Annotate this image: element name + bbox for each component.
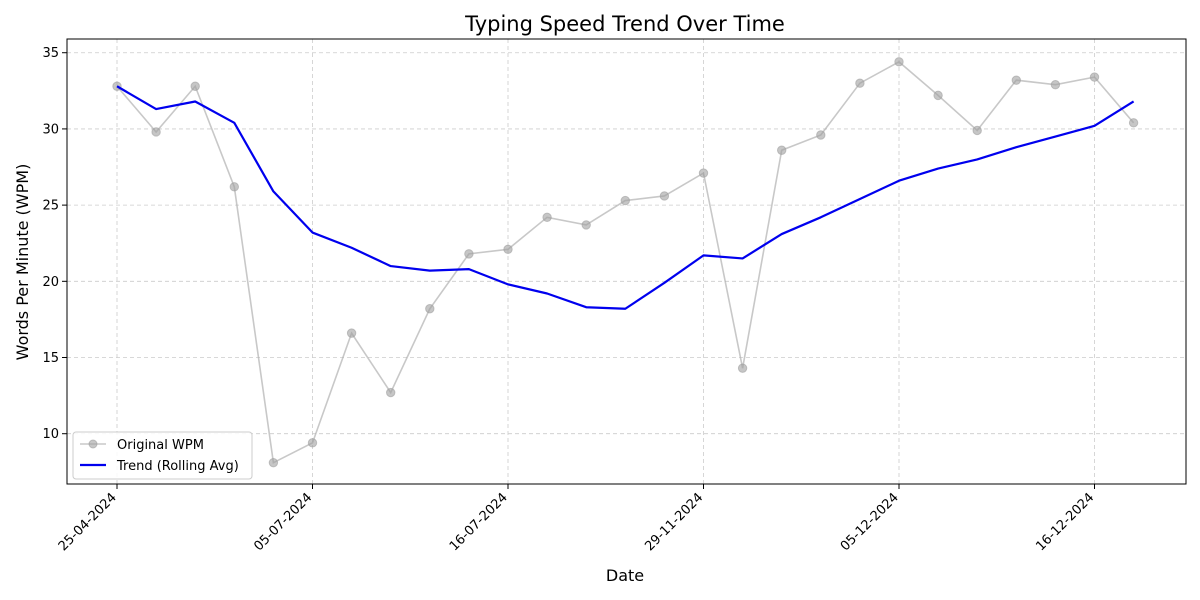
original-wpm-point — [1128, 118, 1139, 128]
y-tick-label: 30 — [42, 122, 59, 137]
original-wpm-point — [777, 145, 787, 155]
original-wpm-point — [581, 220, 591, 230]
legend-trend-label: Trend (Rolling Avg) — [116, 459, 239, 474]
original-wpm-point — [190, 81, 200, 91]
original-wpm-point — [464, 249, 474, 259]
grid — [67, 39, 1186, 484]
y-tick-label: 20 — [42, 275, 59, 290]
original-wpm-point — [268, 457, 279, 468]
original-wpm-point — [542, 212, 552, 223]
original-wpm-point — [346, 328, 357, 338]
trend-rolling-avg-line — [116, 85, 1135, 310]
y-tick-label: 25 — [42, 199, 59, 214]
y-tick-label: 10 — [42, 427, 59, 442]
x-axis-label: Date — [606, 566, 644, 585]
original-wpm-point — [894, 57, 904, 67]
original-wpm-point — [659, 191, 670, 201]
original-wpm-point — [229, 182, 240, 192]
plot-area-frame — [66, 38, 1187, 485]
original-wpm-point — [737, 363, 748, 373]
original-wpm-point — [855, 78, 865, 88]
original-wpm-point — [698, 168, 709, 178]
chart-title: Typing Speed Trend Over Time — [464, 12, 785, 36]
original-wpm-point — [386, 387, 396, 398]
original-wpm-point — [1011, 75, 1021, 85]
original-wpm-point — [1050, 80, 1061, 90]
legend-original-label: Original WPM — [117, 438, 204, 453]
original-wpm-point — [620, 195, 630, 206]
y-tick-label: 35 — [42, 46, 59, 61]
original-wpm-point — [425, 304, 435, 314]
legend-box — [72, 431, 253, 480]
legend-original-marker — [88, 439, 98, 449]
original-wpm-point — [307, 438, 318, 448]
series-layer — [112, 57, 1139, 468]
original-wpm-point — [816, 130, 826, 140]
y-tick-label: 15 — [42, 351, 59, 366]
original-wpm-point — [151, 127, 161, 137]
original-wpm-point — [503, 244, 513, 255]
original-wpm-point — [1089, 72, 1100, 82]
original-wpm-point — [933, 90, 943, 101]
y-axis-label: Words Per Minute (WPM) — [13, 164, 32, 361]
legend: Original WPM Trend (Rolling Avg) — [72, 431, 253, 480]
original-wpm-point — [972, 125, 982, 136]
